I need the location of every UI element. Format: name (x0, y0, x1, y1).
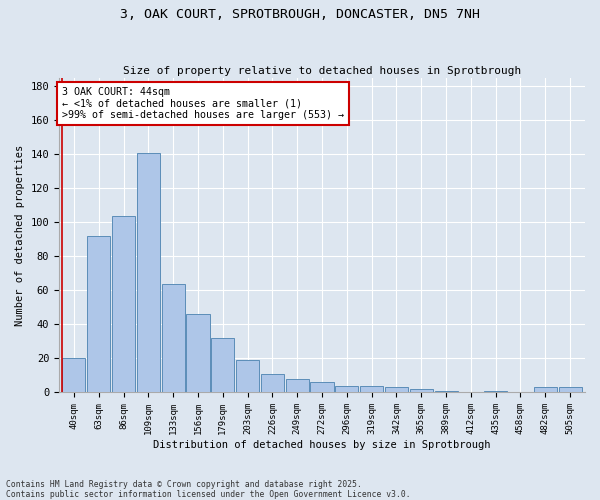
X-axis label: Distribution of detached houses by size in Sprotbrough: Distribution of detached houses by size … (153, 440, 491, 450)
Bar (385, 388, 408, 392)
Bar (187, 314, 209, 392)
Bar (62, 358, 85, 392)
Bar (87, 236, 110, 392)
Bar (410, 389, 433, 392)
Bar (335, 386, 358, 392)
Y-axis label: Number of detached properties: Number of detached properties (15, 144, 25, 326)
Bar (360, 386, 383, 392)
Bar (434, 391, 458, 392)
Bar (137, 152, 160, 392)
Bar (112, 216, 135, 392)
Bar (484, 391, 507, 392)
Bar (310, 382, 334, 392)
Bar (161, 284, 185, 393)
Bar (236, 360, 259, 392)
Bar (559, 388, 581, 392)
Bar (261, 374, 284, 392)
Text: 3 OAK COURT: 44sqm
← <1% of detached houses are smaller (1)
>99% of semi-detache: 3 OAK COURT: 44sqm ← <1% of detached hou… (62, 87, 344, 120)
Bar (211, 338, 235, 392)
Bar (286, 379, 309, 392)
Title: Size of property relative to detached houses in Sprotbrough: Size of property relative to detached ho… (123, 66, 521, 76)
Text: 3, OAK COURT, SPROTBROUGH, DONCASTER, DN5 7NH: 3, OAK COURT, SPROTBROUGH, DONCASTER, DN… (120, 8, 480, 20)
Text: Contains HM Land Registry data © Crown copyright and database right 2025.
Contai: Contains HM Land Registry data © Crown c… (6, 480, 410, 499)
Bar (534, 388, 557, 392)
